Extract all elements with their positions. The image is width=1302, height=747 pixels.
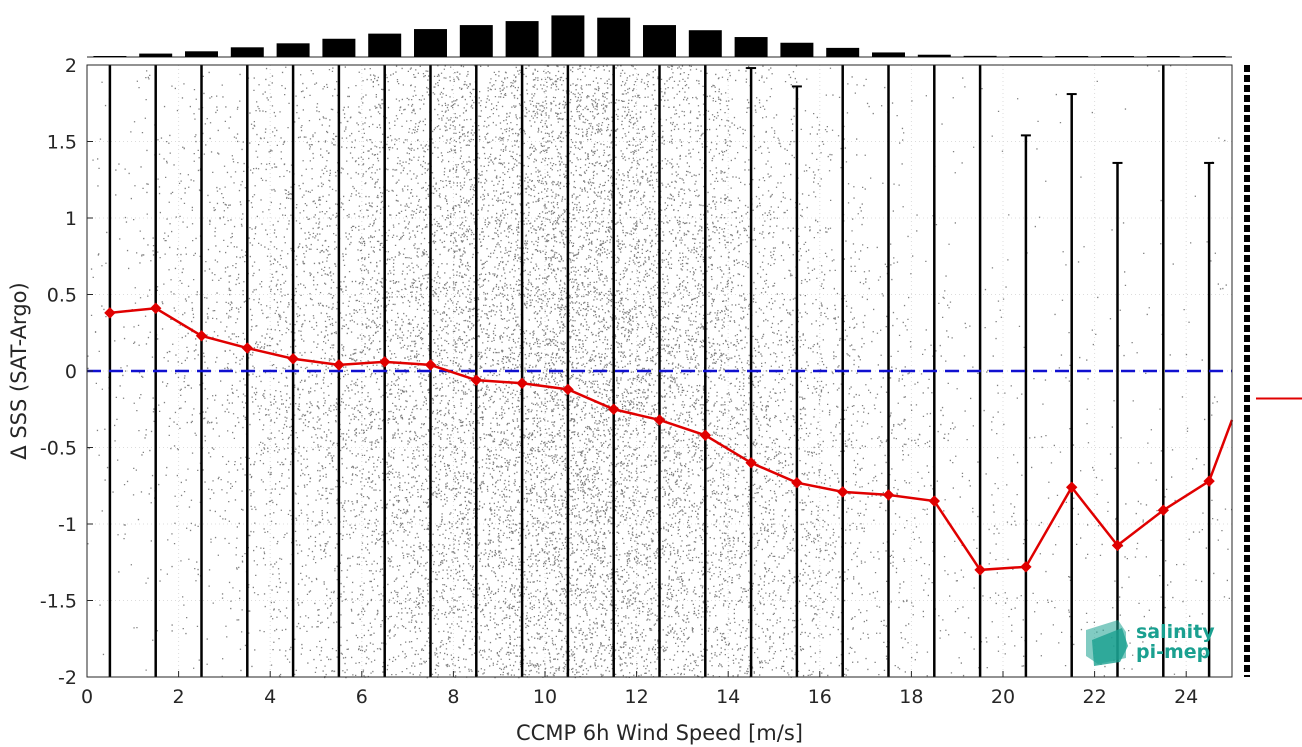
mean-marker xyxy=(241,342,254,354)
mean-marker xyxy=(974,564,986,576)
histogram-bar xyxy=(139,53,173,57)
mean-marker xyxy=(1203,475,1215,487)
x-tick-label: 0 xyxy=(81,686,93,708)
x-tick-label: 14 xyxy=(716,686,740,708)
histogram-bar xyxy=(368,33,402,57)
x-tick-label: 2 xyxy=(173,686,185,708)
y-tick-label: -1.5 xyxy=(40,591,77,613)
main-plot xyxy=(86,64,1234,679)
x-tick-label: 6 xyxy=(356,686,368,708)
salinity-pimep-logo-icon xyxy=(1086,620,1128,666)
mean-marker xyxy=(791,476,803,489)
mean-line xyxy=(109,306,1234,572)
histogram-bar xyxy=(185,51,218,57)
histogram-bar xyxy=(459,25,493,57)
mean-marker xyxy=(928,495,941,507)
y-tick-label: 0.5 xyxy=(47,285,77,307)
x-tick-label: 12 xyxy=(625,686,649,708)
y-tick-label: 1.5 xyxy=(47,132,77,154)
histogram-bar xyxy=(643,25,676,57)
y-tick-label: 2 xyxy=(65,55,77,77)
x-tick-label: 16 xyxy=(808,686,832,708)
y-tick-label: 0 xyxy=(65,361,77,383)
mean-marker xyxy=(1157,504,1170,516)
mean-marker xyxy=(1020,561,1032,573)
histogram-bar xyxy=(780,42,814,57)
histogram-bar xyxy=(414,29,447,57)
histogram-bar xyxy=(1146,56,1180,57)
x-tick-label: 10 xyxy=(533,686,557,708)
y-tick-label: -0.5 xyxy=(40,438,77,460)
histogram-bar xyxy=(872,52,905,57)
logo-line-1: salinity xyxy=(1136,621,1215,643)
histogram-bar xyxy=(688,30,722,57)
mean-marker xyxy=(562,383,574,396)
right-strip xyxy=(1244,65,1302,677)
y-tick-label: -2 xyxy=(58,667,77,689)
histogram-bar xyxy=(826,47,860,57)
histogram-bar xyxy=(597,17,631,58)
x-tick-label: 4 xyxy=(264,686,276,708)
y-axis-ticks: 2 1.5 1 0.5 0 -0.5 -1 -1.5 -2 xyxy=(40,55,93,689)
x-tick-label: 8 xyxy=(447,686,459,708)
y-tick-label: -1 xyxy=(58,514,77,536)
mean-marker xyxy=(607,403,620,415)
histogram-bar xyxy=(1192,56,1226,57)
mean-marker xyxy=(149,302,162,314)
x-tick-label: 22 xyxy=(1083,686,1107,708)
mean-marker xyxy=(699,429,712,441)
mean-marker xyxy=(470,374,483,386)
histogram-bar xyxy=(276,43,310,57)
y-tick-label: 1 xyxy=(65,208,77,230)
histogram-bar xyxy=(1055,56,1089,57)
histogram-bar xyxy=(1101,56,1134,57)
mean-marker xyxy=(1111,539,1124,552)
mean-marker xyxy=(516,377,528,389)
histogram-bar xyxy=(551,15,585,58)
mean-marker xyxy=(195,330,208,342)
top-histogram xyxy=(87,15,1232,58)
mean-marker xyxy=(424,359,437,371)
mean-marker xyxy=(287,353,299,365)
histogram-bar xyxy=(505,21,539,57)
mean-marker xyxy=(378,356,391,368)
histogram-bar xyxy=(93,56,127,57)
histogram-bar xyxy=(734,37,768,57)
mean-marker xyxy=(745,457,757,469)
histogram-bar xyxy=(230,47,264,57)
mean-marker xyxy=(653,414,666,426)
y-axis-label: Δ SSS (SAT-Argo) xyxy=(7,282,31,459)
mean-marker xyxy=(882,489,895,501)
x-axis-ticks: 0 2 4 6 8 10 12 14 16 18 20 22 24 xyxy=(81,671,1198,708)
mean-marker xyxy=(836,486,849,498)
x-tick-label: 18 xyxy=(899,686,923,708)
salinity-pimep-logo: salinity pi-mep xyxy=(1086,620,1215,666)
mean-marker xyxy=(333,359,345,371)
x-tick-label: 20 xyxy=(991,686,1015,708)
histogram-bar xyxy=(1009,56,1043,57)
x-tick-label: 24 xyxy=(1174,686,1198,708)
mean-marker xyxy=(1065,481,1078,493)
mean-series xyxy=(104,302,1234,576)
logo-line-2: pi-mep xyxy=(1136,641,1210,663)
mean-marker xyxy=(104,307,116,319)
x-axis-label: CCMP 6h Wind Speed [m/s] xyxy=(516,721,803,745)
histogram-bar xyxy=(963,55,997,57)
logo-shape xyxy=(1092,628,1128,666)
histogram-bar xyxy=(322,38,356,57)
histogram-bar xyxy=(917,54,951,57)
